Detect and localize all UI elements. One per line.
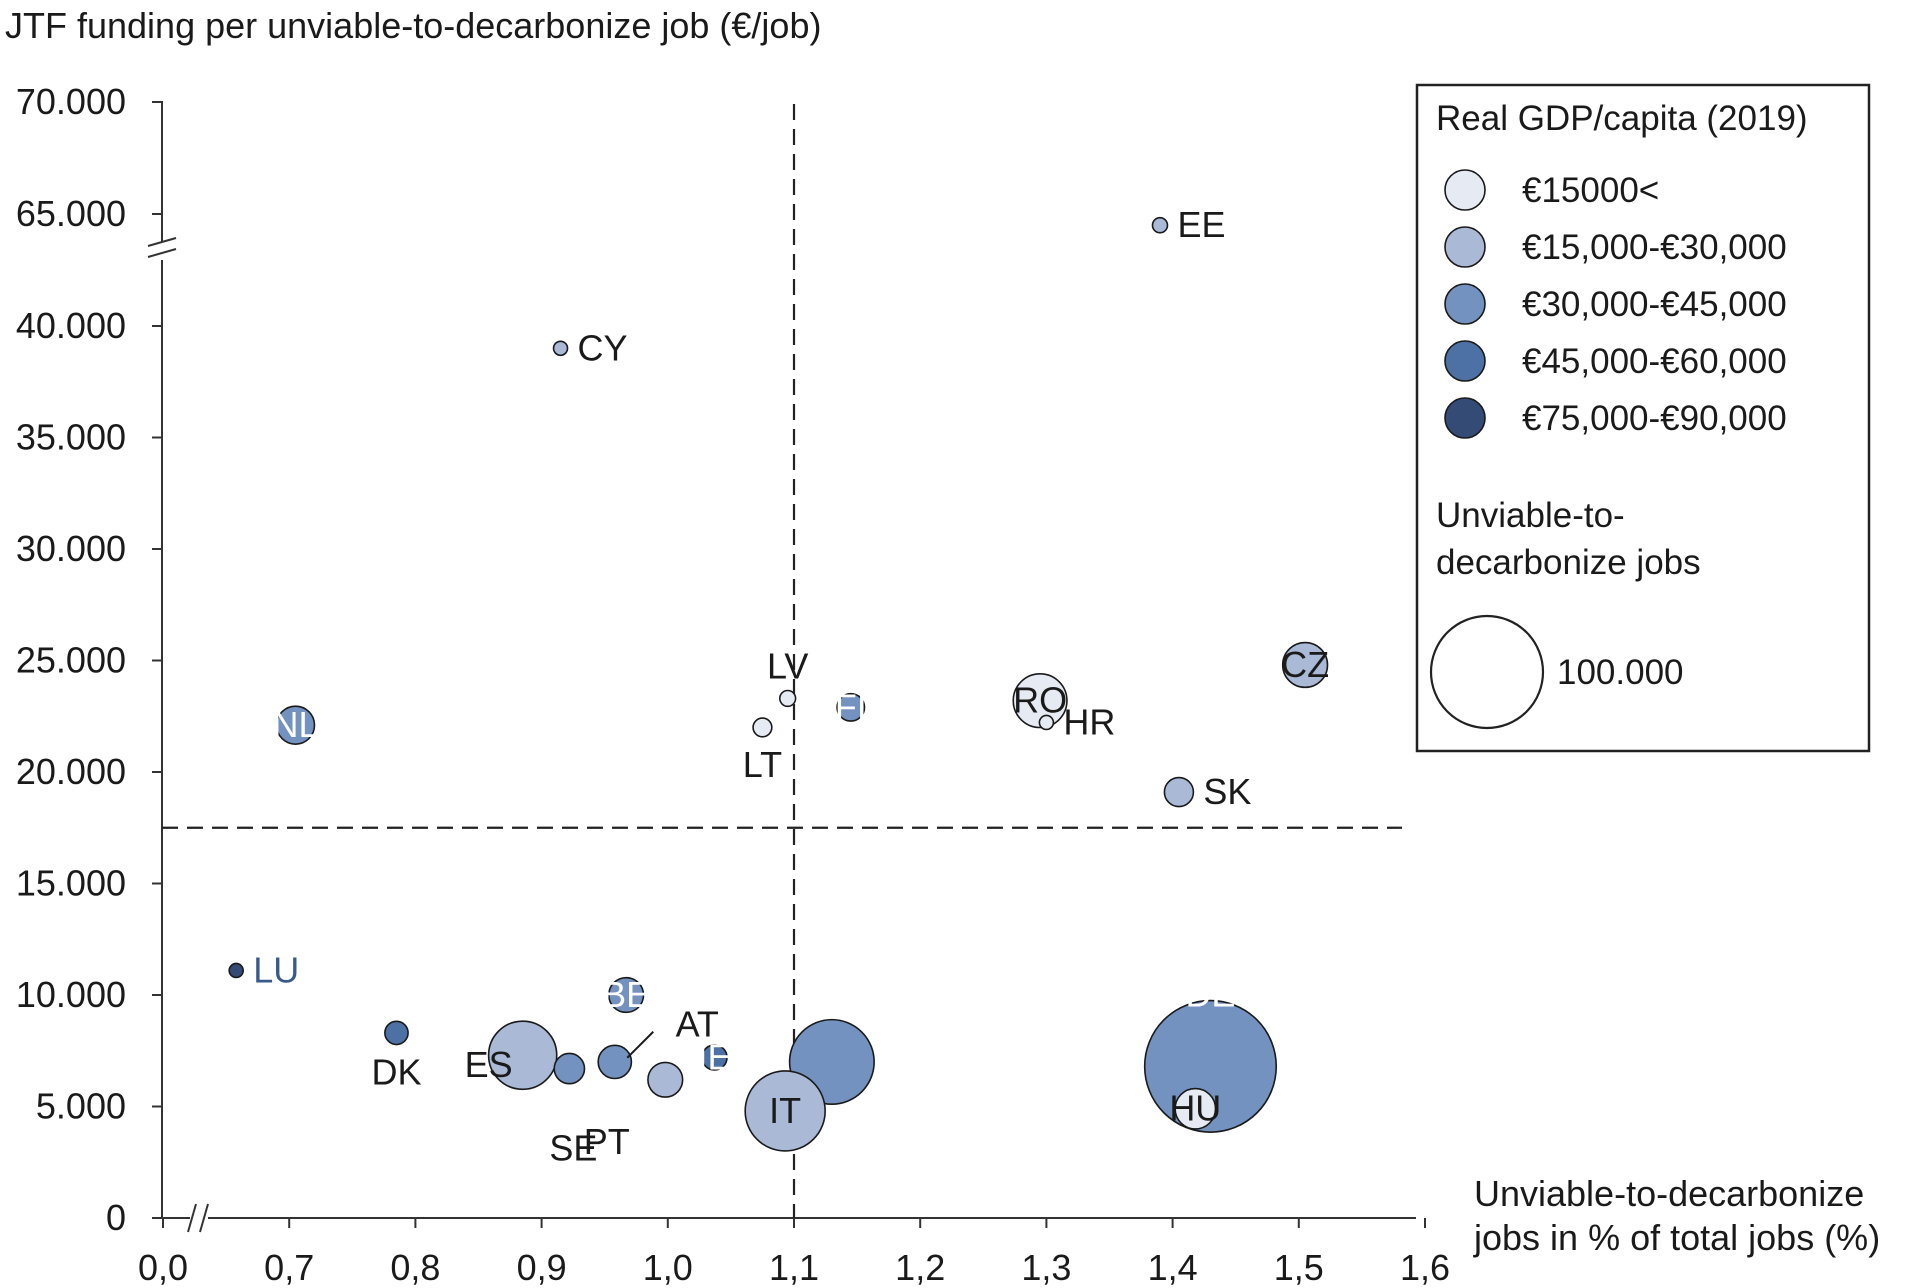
legend-swatch — [1444, 226, 1486, 268]
legend-item-label: €15000< — [1522, 171, 1659, 210]
bubble-ie — [701, 1044, 728, 1071]
bubble-se — [553, 1052, 586, 1085]
bubbles — [228, 216, 1329, 1152]
bubble-cz — [1281, 641, 1329, 689]
legend-size-title-line1: Unviable-to- — [1436, 496, 1625, 535]
bubble-label-lu: LU — [253, 949, 299, 990]
x-tick-label: 1,4 — [1148, 1247, 1198, 1288]
bubble-label-ro: RO — [1013, 680, 1067, 721]
axes — [147, 101, 1416, 1233]
x-tick-label: 0,7 — [264, 1247, 314, 1288]
bubble-pt — [597, 1044, 633, 1080]
y-tick-label: 10.000 — [16, 974, 126, 1015]
bubble-label-cy: CY — [578, 327, 628, 368]
x-tick-label: 1,1 — [769, 1247, 819, 1288]
y-tick-label: 65.000 — [16, 193, 126, 234]
bubble-label-it: IT — [769, 1090, 801, 1131]
x-axis-break-marker — [187, 1203, 209, 1233]
legend-swatch — [1444, 283, 1486, 325]
bubble-label-nl: NL — [272, 704, 318, 745]
bubble-label-ee: EE — [1177, 204, 1225, 245]
bubble-be — [608, 976, 645, 1014]
bubble-label-fr: FR — [806, 963, 854, 1004]
bubble-label-hu: HU — [1169, 1088, 1221, 1129]
legend-size-circle — [1429, 614, 1545, 730]
bubble-it — [744, 1070, 826, 1152]
bubble-leader-at — [626, 1031, 654, 1059]
legend: Real GDP/capita (2019) €15000< €15,000-€3… — [1415, 83, 1871, 753]
y-tick-label: 25.000 — [16, 640, 126, 681]
legend-items: €15000< €15,000-€30,000 €30,000-€45,000 €45… — [1444, 169, 1787, 439]
y-tick-label: 30.000 — [16, 528, 126, 569]
bubble-label-es: ES — [465, 1044, 513, 1085]
x-axis-title-line2: jobs in % of total jobs (%) — [1473, 1217, 1880, 1258]
bubble-label-pt: PT — [584, 1121, 630, 1162]
x-axis-title-line1: Unviable-to-decarbonize — [1474, 1173, 1864, 1214]
y-tick-label: 0 — [106, 1197, 126, 1238]
legend-item-label: €30,000-€45,000 — [1522, 285, 1787, 324]
bubble-hr — [1038, 714, 1055, 731]
reference-lines — [162, 104, 1402, 1218]
x-tick-label: 0,8 — [390, 1247, 440, 1288]
bubble-label-hr: HR — [1063, 701, 1115, 742]
bubble-dk — [384, 1020, 409, 1046]
bubble-label-lv: LV — [767, 645, 808, 686]
legend-swatch — [1444, 397, 1486, 439]
bubble-fi — [836, 692, 866, 722]
x-axis-ticks: 0,0 0,7 0,8 0,9 1,0 1,1 1,2 1,3 1,4 1,5 1,6 — [138, 1218, 1450, 1288]
legend-size-title-line2: decarbonize jobs — [1436, 543, 1701, 582]
legend-item-label: €45,000-€60,000 — [1522, 342, 1787, 381]
legend-swatch — [1444, 169, 1486, 211]
y-tick-label: 40.000 — [16, 305, 126, 346]
x-tick-label: 1,2 — [895, 1247, 945, 1288]
bubble-label-dk: DK — [371, 1052, 421, 1093]
legend-item-label: €75,000-€90,000 — [1522, 399, 1787, 438]
bubble-sk — [1163, 776, 1195, 808]
bubble-cy — [552, 340, 569, 357]
bubble-ee — [1151, 216, 1169, 234]
x-tick-label: 1,3 — [1021, 1247, 1071, 1288]
bubble-label-cz: CZ — [1281, 644, 1329, 685]
bubble-label-be: BE — [602, 974, 650, 1015]
x-tick-label: 1,0 — [643, 1247, 693, 1288]
y-axis-ticks: 0 5.000 10.000 15.000 20.000 25.000 30.000 35.0… — [16, 81, 162, 1238]
bubble-hu — [1174, 1087, 1217, 1130]
x-tick-label: 0,9 — [517, 1247, 567, 1288]
y-tick-label: 70.000 — [16, 81, 126, 122]
bubble-label-de: DE — [1185, 973, 1235, 1014]
y-axis-title: JTF funding per unviable-to-decarbonize … — [5, 5, 821, 46]
x-tick-label: 0,0 — [138, 1247, 188, 1288]
y-tick-label: 5.000 — [36, 1086, 126, 1127]
bubble-ro — [1012, 672, 1068, 729]
bubble-nl — [275, 705, 316, 745]
bubble-label-at: AT — [676, 1004, 719, 1045]
bubble-es — [487, 1020, 558, 1091]
y-axis-break-marker — [147, 237, 177, 258]
bubble-lv — [778, 689, 797, 708]
bubble-label-fi: FI — [835, 686, 867, 727]
y-tick-label: 20.000 — [16, 751, 126, 792]
y-tick-label: 15.000 — [16, 863, 126, 904]
bubble-lu — [228, 962, 244, 979]
bubble-label-lt: LT — [743, 744, 782, 785]
legend-item-label: €15,000-€30,000 — [1522, 228, 1787, 267]
bubble-label-se: SE — [549, 1128, 597, 1169]
bubble-lt — [752, 717, 773, 738]
legend-size-label: 100.000 — [1557, 653, 1684, 692]
legend-color-title: Real GDP/capita (2019) — [1436, 99, 1808, 138]
y-tick-label: 35.000 — [16, 417, 126, 458]
bubble-label-sk: SK — [1203, 771, 1251, 812]
x-tick-label: 1,6 — [1400, 1247, 1450, 1288]
x-tick-label: 1,5 — [1274, 1247, 1324, 1288]
bubble-at — [647, 1061, 684, 1098]
bubble-label-ie: IE — [697, 1036, 731, 1077]
legend-swatch — [1444, 340, 1486, 382]
